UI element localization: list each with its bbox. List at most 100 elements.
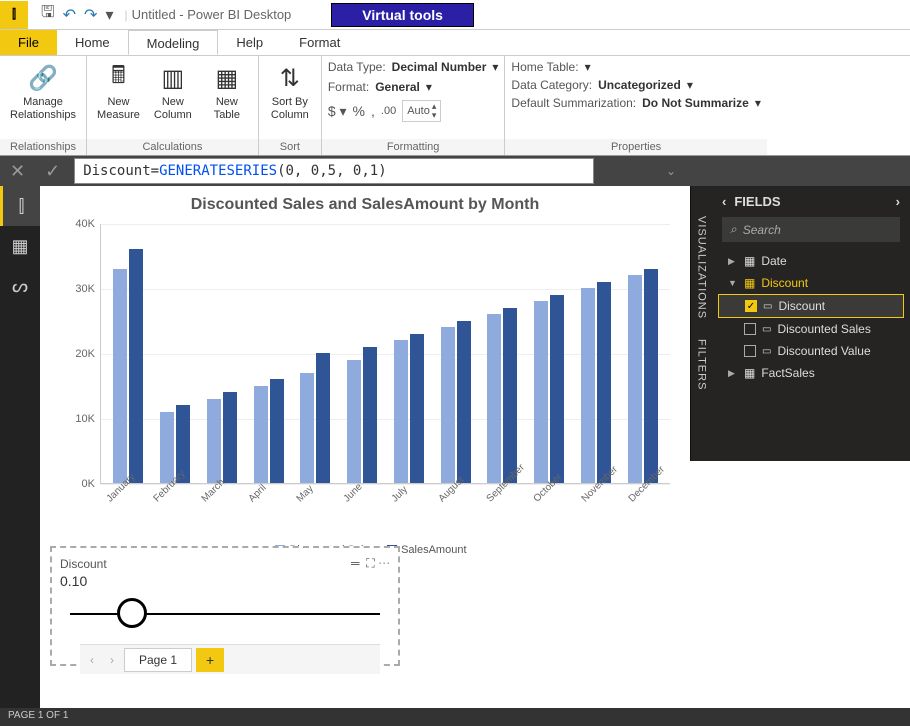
decimal-button[interactable]: .00 xyxy=(381,105,396,117)
dropdown-icon[interactable]: ▾ xyxy=(426,80,432,94)
cancel-formula-icon[interactable]: ✕ xyxy=(4,161,31,182)
drag-handle-icon[interactable]: ═ xyxy=(351,556,360,570)
chart-title: Discounted Sales and SalesAmount by Mont… xyxy=(50,196,680,214)
new-measure-button[interactable]: 🖩 New Measure xyxy=(93,60,144,124)
chart-visual[interactable]: Discounted Sales and SalesAmount by Mont… xyxy=(50,196,680,541)
data-category-value[interactable]: Uncategorized xyxy=(598,78,681,92)
bar[interactable] xyxy=(441,327,455,483)
dropdown-icon[interactable]: ▾ xyxy=(585,60,591,74)
dropdown-icon[interactable]: ▾ xyxy=(687,78,693,92)
expand-icon[interactable]: ▶ xyxy=(728,256,738,267)
new-column-button[interactable]: ▥ New Column xyxy=(148,60,198,124)
model-view-button[interactable]: ᔕ xyxy=(0,266,40,306)
measure-icon: 🖩 xyxy=(102,62,134,94)
percent-button[interactable]: % xyxy=(353,103,365,119)
undo-icon[interactable]: ↶ xyxy=(60,5,79,25)
checkbox[interactable] xyxy=(744,345,756,357)
group-properties-label: Properties xyxy=(505,139,766,155)
bar[interactable] xyxy=(254,386,268,484)
commit-formula-icon[interactable]: ✓ xyxy=(39,161,66,182)
field-node[interactable]: ▶▦FactSales xyxy=(718,362,904,384)
decimals-auto-input[interactable]: Auto▴▾ xyxy=(402,100,441,122)
tab-modeling[interactable]: Modeling xyxy=(128,30,219,55)
slicer-handle[interactable] xyxy=(117,598,147,628)
summarization-value[interactable]: Do Not Summarize xyxy=(642,96,749,110)
bar-group xyxy=(110,249,146,483)
prev-page-button[interactable]: ‹ xyxy=(84,651,100,669)
bar[interactable] xyxy=(394,340,408,483)
side-tabs: VISUALIZATIONS FILTERS xyxy=(690,186,712,461)
more-options-icon[interactable]: ⋯ xyxy=(378,556,390,570)
side-tab[interactable]: FILTERS xyxy=(696,339,708,390)
sort-by-column-button[interactable]: ⇅ Sort By Column xyxy=(265,60,315,124)
collapse-pane-icon[interactable]: ‹ xyxy=(722,194,726,209)
format-value[interactable]: General xyxy=(375,80,420,94)
dropdown-icon[interactable]: ▾ xyxy=(492,60,498,74)
qat-dropdown-icon[interactable]: ▾ xyxy=(102,5,116,25)
bar[interactable] xyxy=(410,334,424,484)
data-view-button[interactable]: ▦ xyxy=(0,226,40,266)
dropdown-icon[interactable]: ▾ xyxy=(755,96,761,110)
bar[interactable] xyxy=(207,399,221,484)
bar[interactable] xyxy=(347,360,361,484)
field-node[interactable]: ✓▭Discount xyxy=(718,294,904,318)
bar[interactable] xyxy=(644,269,658,484)
formula-input[interactable]: Discount = GENERATESERIES (0, 0,5, 0,1) xyxy=(74,158,594,184)
bar[interactable] xyxy=(270,379,284,483)
bar[interactable] xyxy=(550,295,564,484)
side-tab[interactable]: VISUALIZATIONS xyxy=(696,216,708,319)
save-icon[interactable]: 🖫 xyxy=(38,1,58,28)
report-canvas[interactable]: Discounted Sales and SalesAmount by Mont… xyxy=(40,186,910,700)
new-table-button[interactable]: ▦ New Table xyxy=(202,60,252,124)
tab-help[interactable]: Help xyxy=(218,30,281,55)
checkbox[interactable] xyxy=(744,323,756,335)
bar[interactable] xyxy=(628,275,642,483)
report-view-button[interactable]: ⫿ xyxy=(0,186,40,226)
bar[interactable] xyxy=(487,314,501,483)
group-calculations-label: Calculations xyxy=(87,139,258,155)
bar-group xyxy=(438,321,474,484)
next-page-button[interactable]: › xyxy=(104,651,120,669)
tab-format[interactable]: Format xyxy=(281,30,358,55)
field-node[interactable]: ▼▦Discount xyxy=(718,272,904,294)
bar[interactable] xyxy=(457,321,471,484)
checkbox[interactable]: ✓ xyxy=(745,300,757,312)
field-node[interactable]: ▭Discounted Sales xyxy=(718,318,904,340)
bar[interactable] xyxy=(300,373,314,484)
bar[interactable] xyxy=(534,301,548,483)
manage-relationships-button[interactable]: 🔗 Manage Relationships xyxy=(6,60,80,124)
field-node[interactable]: ▶▦Date xyxy=(718,250,904,272)
bar[interactable] xyxy=(129,249,143,483)
tab-home[interactable]: Home xyxy=(57,30,128,55)
search-icon: ⌕ xyxy=(730,222,737,237)
slicer-title: Discount xyxy=(60,557,107,571)
currency-button[interactable]: $ ▾ xyxy=(328,103,347,120)
fields-search-input[interactable]: ⌕ Search xyxy=(722,217,900,242)
bar[interactable] xyxy=(223,392,237,483)
formula-bar: ✕ ✓ Discount = GENERATESERIES (0, 0,5, 0… xyxy=(0,156,910,186)
tab-file[interactable]: File xyxy=(0,30,57,55)
search-placeholder: Search xyxy=(743,223,781,237)
bar[interactable] xyxy=(503,308,517,484)
datatype-value[interactable]: Decimal Number xyxy=(392,60,487,74)
status-bar: PAGE 1 OF 1 xyxy=(0,708,910,726)
bar[interactable] xyxy=(597,282,611,484)
focus-mode-icon[interactable]: ⛶ xyxy=(366,556,374,570)
field-node[interactable]: ▭Discounted Value xyxy=(718,340,904,362)
bar[interactable] xyxy=(363,347,377,484)
expand-formula-icon[interactable]: ⌄ xyxy=(666,164,676,178)
bar[interactable] xyxy=(316,353,330,483)
bar[interactable] xyxy=(581,288,595,483)
comma-button[interactable]: , xyxy=(371,103,375,119)
new-table-label: New Table xyxy=(214,96,240,122)
expand-pane-icon[interactable]: › xyxy=(896,194,900,209)
expand-icon[interactable]: ▼ xyxy=(728,278,738,288)
column-icon: ▥ xyxy=(157,62,189,94)
add-page-button[interactable]: + xyxy=(196,648,224,672)
bar[interactable] xyxy=(160,412,174,484)
bar[interactable] xyxy=(113,269,127,484)
slicer-track[interactable] xyxy=(70,613,380,615)
page-tab[interactable]: Page 1 xyxy=(124,648,192,672)
expand-icon[interactable]: ▶ xyxy=(728,368,738,379)
redo-icon[interactable]: ↷ xyxy=(81,5,100,25)
